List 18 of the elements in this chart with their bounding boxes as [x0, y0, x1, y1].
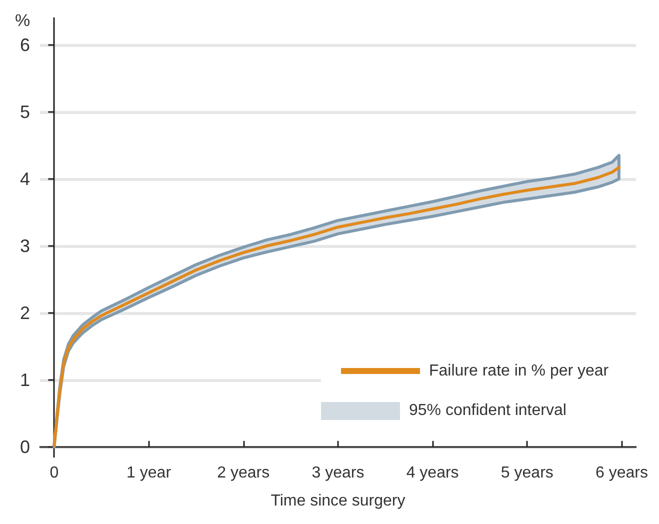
y-tick-label: 3 — [20, 236, 30, 256]
annotation: 95% confident interval — [409, 401, 566, 421]
x-tick-label: 0 — [50, 464, 59, 482]
x-tick-label: 4 years — [406, 464, 459, 482]
y-tick-label: 5 — [20, 102, 30, 122]
y-tick-label: 2 — [20, 302, 30, 323]
legend-label: Failure rate in % per year — [429, 362, 610, 380]
x-tick-label: 3 years — [312, 464, 364, 482]
y-tick-label: 4 — [20, 168, 30, 189]
y-axis-title: % — [15, 11, 30, 30]
x-tick-label: 1 year — [126, 464, 172, 482]
y-tick-label: 6 — [20, 34, 30, 55]
x-tick-label: 2 years — [217, 464, 270, 482]
y-tick-label: 1 — [20, 370, 30, 390]
x-tick-label: 5 years — [500, 464, 554, 482]
y-tick-label: 0 — [20, 436, 30, 457]
x-axis-title: Time since surgery — [270, 492, 406, 510]
x-tick-label: 6 years — [596, 464, 648, 482]
